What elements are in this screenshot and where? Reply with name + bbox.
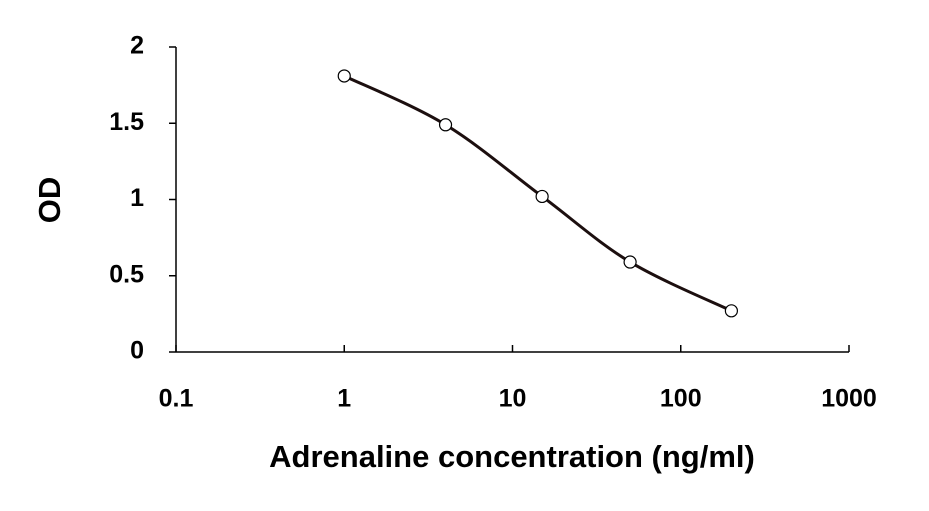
point	[724, 304, 738, 318]
point	[623, 255, 637, 269]
point	[438, 118, 453, 132]
y-tick-label: 0	[130, 337, 144, 365]
x-tick-label: 10	[499, 385, 527, 413]
y-axis-title: OD	[32, 177, 67, 224]
y-tick-label: 1.5	[109, 108, 144, 136]
x-axis-title: Adrenaline concentration (ng/ml)	[269, 439, 755, 474]
x-tick-label: 0.1	[159, 385, 194, 413]
x-tick-label: 1000	[821, 385, 877, 413]
x-tick-label: 100	[660, 385, 702, 413]
x-tick-label: 1	[337, 385, 351, 413]
point	[535, 189, 549, 204]
y-tick-label: 0.5	[109, 260, 144, 288]
y-tick-label: 2	[130, 32, 144, 60]
y-tick-label: 1	[130, 184, 144, 212]
point	[337, 69, 351, 83]
